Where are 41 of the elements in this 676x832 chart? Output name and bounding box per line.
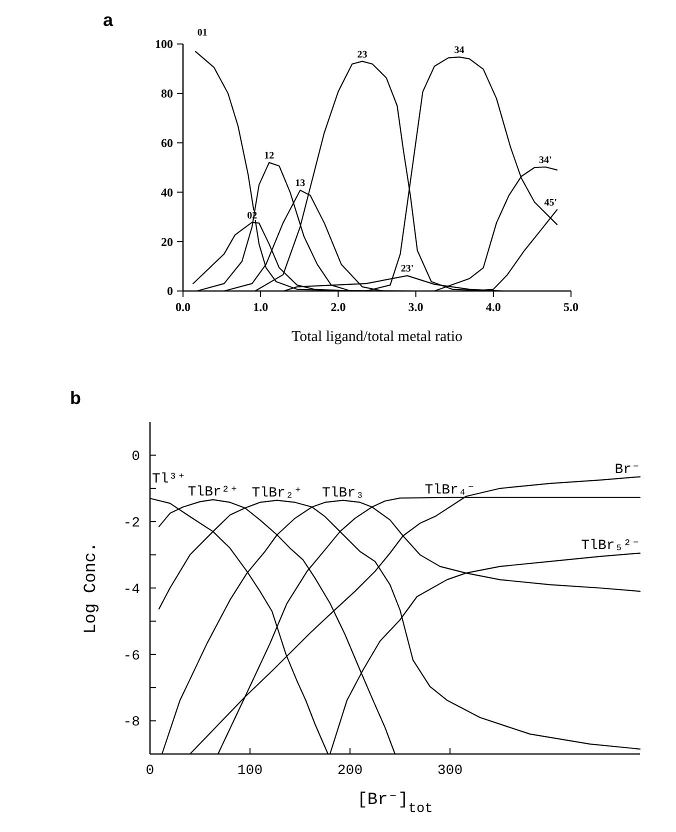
series-label: 01 — [197, 27, 208, 38]
y-tick-label: 0 — [167, 284, 173, 298]
series-label: 13 — [295, 178, 306, 190]
y-tick-label: -2 — [123, 516, 140, 532]
series-label: 45' — [544, 198, 558, 209]
x-tick-label: 0.0 — [176, 300, 190, 314]
y-tick-label: 40 — [161, 185, 173, 200]
y-tick-label: 100 — [155, 37, 173, 52]
chart-title: a — [103, 10, 114, 30]
x-tick-label: 1.0 — [253, 300, 268, 314]
series-label: 23' — [400, 264, 414, 275]
x-tick-label: 2.0 — [330, 300, 346, 314]
y-tick-label: -8 — [123, 714, 140, 731]
series-label: Tl³⁺ — [152, 471, 186, 488]
x-tick-label: 0 — [146, 763, 154, 779]
y-tick-label: 60 — [161, 136, 173, 150]
y-axis-title: Log Conc. — [82, 542, 101, 634]
series-label: 23 — [357, 49, 368, 60]
y-tick-label: 20 — [161, 234, 173, 249]
series-label: TlBr₂⁺ — [252, 485, 302, 502]
series-label: TlBr₃ — [322, 485, 364, 502]
x-tick-label: 200 — [337, 763, 363, 779]
x-tick-label: 4.0 — [486, 300, 501, 314]
x-tick-label: 300 — [437, 763, 463, 779]
series-label: 34 — [454, 45, 464, 56]
x-tick-label: 100 — [237, 763, 263, 779]
x-axis-title: [Br⁻]$_{tot}$ — [357, 791, 433, 816]
series-label: Br⁻ — [614, 462, 640, 478]
series-label: 12 — [264, 150, 274, 162]
x-axis-title: Total ligand/total metal ratio — [292, 329, 462, 345]
y-tick-label: 80 — [161, 86, 173, 101]
y-tick-label: 0 — [132, 449, 140, 466]
series-label: TlBr₄⁻ — [424, 482, 476, 498]
series-label: 34' — [539, 155, 552, 166]
x-tick-label: 3.0 — [408, 300, 424, 314]
y-tick-label: -4 — [123, 582, 140, 598]
series-label: TlBr₅²⁻ — [581, 538, 640, 554]
x-tick-label: 5.0 — [564, 300, 578, 314]
chart-title: b — [70, 388, 81, 408]
series-label: TlBr²⁺ — [188, 484, 238, 501]
y-tick-label: -6 — [123, 648, 140, 664]
